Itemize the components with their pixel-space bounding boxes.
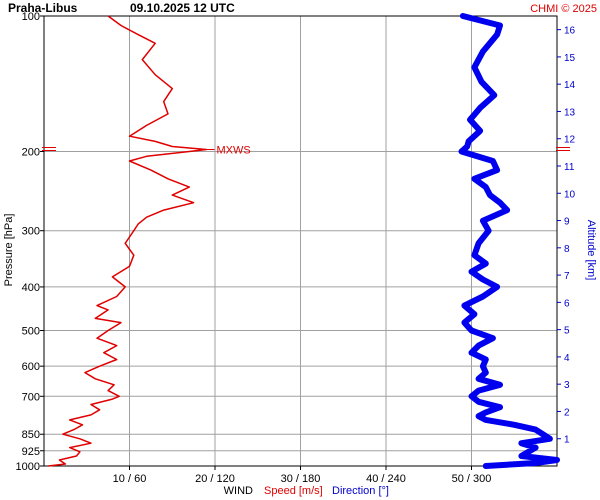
pressure-tick-label: 700 bbox=[22, 391, 40, 403]
grid bbox=[44, 15, 557, 467]
altitude-tick-label: 6 bbox=[564, 298, 570, 309]
wind-label: WIND bbox=[224, 485, 253, 497]
pressure-tick-label: 925 bbox=[22, 446, 40, 458]
altitude-tick-label: 11 bbox=[564, 162, 575, 173]
wind-tick-label: 20 / 120 bbox=[195, 473, 235, 485]
altitude-axis-label: Altitude [km] bbox=[585, 220, 597, 281]
wind-tick-label: 10 / 60 bbox=[113, 473, 147, 485]
altitude-tick-label: 2 bbox=[564, 407, 570, 418]
pressure-ticks: 100 200 300 400 500 600 700 850 925 1000 bbox=[16, 11, 44, 473]
altitude-tick-label: 15 bbox=[564, 53, 576, 64]
altitude-tick-label: 8 bbox=[564, 244, 570, 255]
altitude-tick-label: 7 bbox=[564, 271, 570, 282]
pressure-tick-label: 300 bbox=[22, 226, 40, 238]
wind-ticks: 10 / 60 20 / 120 30 / 180 40 / 240 50 / 300 bbox=[113, 466, 492, 485]
wind-tick-label: 30 / 180 bbox=[281, 473, 321, 485]
speed-legend: Speed [m/s] bbox=[264, 485, 323, 497]
pressure-tick-label: 1000 bbox=[16, 461, 40, 473]
pressure-tick-label: 600 bbox=[22, 361, 40, 373]
wind-tick-label: 50 / 300 bbox=[452, 473, 492, 485]
pressure-tick-label: 500 bbox=[22, 326, 40, 338]
altitude-tick-label: 4 bbox=[564, 353, 570, 364]
altitude-tick-label: 13 bbox=[564, 107, 576, 118]
pressure-tick-label: 400 bbox=[22, 282, 40, 294]
pressure-tick-label: 850 bbox=[22, 429, 40, 441]
altitude-tick-label: 1 bbox=[564, 435, 570, 446]
altitude-tick-label: 12 bbox=[564, 135, 576, 146]
mxws-label: MXWS bbox=[216, 144, 250, 156]
mxws-marker: MXWS bbox=[42, 144, 570, 156]
speed-series-line bbox=[48, 15, 208, 467]
direction-legend: Direction [°] bbox=[332, 485, 389, 497]
altitude-tick-label: 5 bbox=[564, 326, 570, 337]
station-title: Praha-Libus bbox=[8, 1, 78, 15]
datetime-title: 09.10.2025 12 UTC bbox=[130, 1, 235, 15]
altitude-tick-label: 16 bbox=[564, 26, 576, 37]
wind-tick-label: 40 / 240 bbox=[366, 473, 406, 485]
altitude-tick-label: 9 bbox=[564, 217, 570, 228]
altitude-tick-label: 10 bbox=[564, 189, 576, 200]
altitude-tick-label: 3 bbox=[564, 380, 570, 391]
pressure-tick-label: 100 bbox=[22, 11, 40, 23]
direction-series-line bbox=[458, 13, 560, 469]
altitude-tick-label: 14 bbox=[564, 80, 576, 91]
pressure-tick-label: 200 bbox=[22, 146, 40, 158]
pressure-axis-label: Pressure [hPa] bbox=[3, 214, 15, 287]
copyright: CHMI © 2025 bbox=[530, 3, 597, 15]
